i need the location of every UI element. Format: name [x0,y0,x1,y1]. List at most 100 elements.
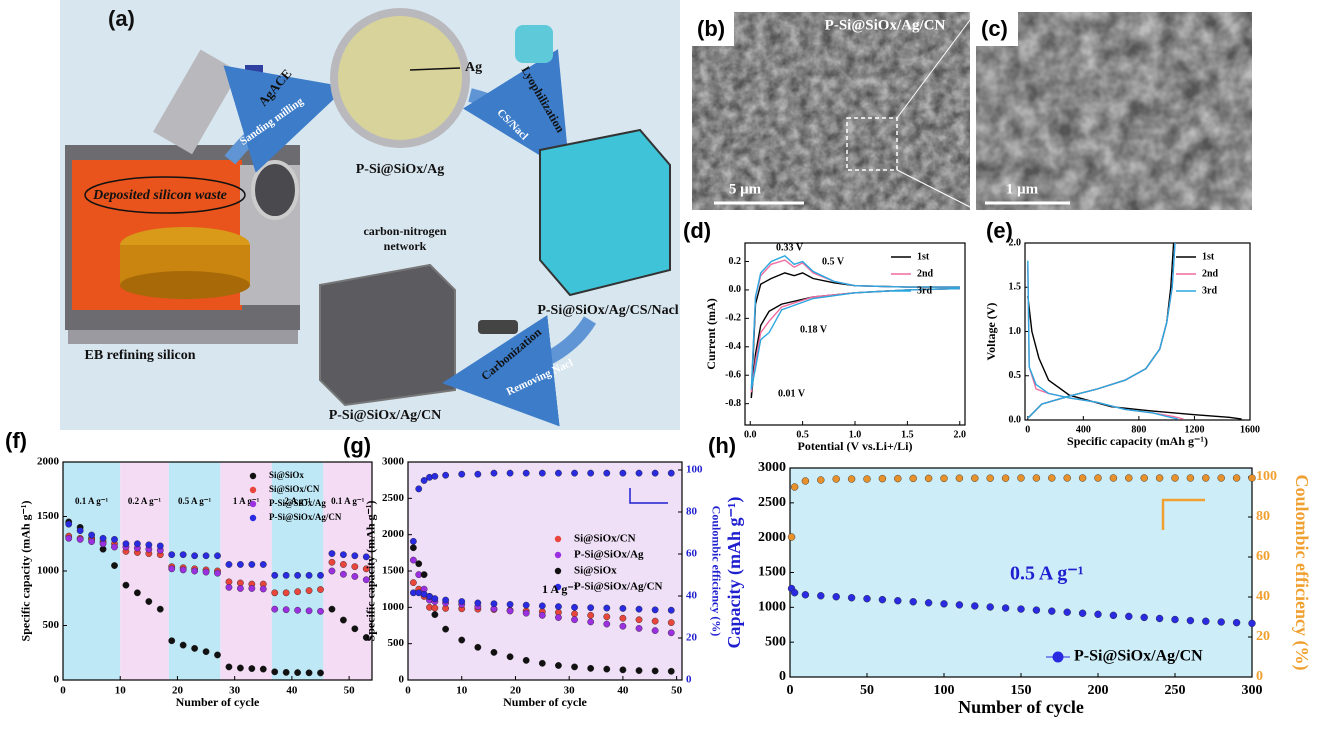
data-point [76,527,84,535]
data-point [538,602,546,610]
y-tick-label: 1500 [758,565,786,580]
data-point [619,469,627,477]
data-point [1248,474,1256,482]
annotation: 0.01 V [778,388,806,399]
plot-background [745,243,965,425]
data-point [1155,614,1164,623]
data-point [587,604,595,612]
y2-tick-label: 20 [686,632,698,644]
x-tick-label: 0.0 [744,429,757,440]
data-point [1202,617,1210,625]
data-point [362,565,370,573]
legend-label: P-Si@SiOx/Ag [269,498,326,508]
data-point [420,571,428,579]
data-point [667,629,675,637]
text: Ag [465,60,482,75]
data-point [305,587,313,595]
data-point [1094,610,1102,618]
legend-label: Si@SiOx [269,470,304,480]
data-point [619,605,627,612]
data-point [587,611,595,619]
data-point [259,561,267,568]
data-point [522,609,530,617]
y-axis-label: Specific capacity (mAh g⁻¹) [18,501,32,642]
data-point [420,477,428,484]
data-point [1202,474,1210,482]
data-point [1186,616,1195,625]
region-label: 0.1 A g⁻¹ [331,496,365,506]
data-point [282,668,290,676]
data-point [305,571,313,579]
y2-tick-label: 60 [1256,549,1270,564]
data-point [294,606,302,614]
schematic: (a) AgACE Sanding milling Ag P-Si@SiOx/A… [60,0,680,430]
data-point [294,588,302,596]
data-point [1186,474,1195,482]
data-point [431,472,439,480]
data-point [99,534,107,542]
x-tick-label: 10 [115,685,127,697]
annotation: 0.5 A g⁻¹ [1010,563,1084,585]
data-point [294,669,302,676]
text: P-Si@SiOx/Ag/CN [329,408,442,423]
x-tick-label: 200 [1088,683,1109,698]
legend-marker [554,567,562,575]
x-tick-label: 50 [344,685,356,697]
data-point [191,552,199,560]
data-point [1217,618,1225,626]
data-point [1094,474,1102,482]
data-point [236,585,244,592]
data-point [362,576,370,584]
data-point [202,648,210,656]
panel-label: (a) [108,6,135,31]
y-tick-label: 0.0 [1009,414,1022,425]
region-label: 0.1 A g⁻¹ [75,496,109,506]
data-point [362,634,370,641]
data-point [133,540,141,548]
region-label: 1 A g⁻¹ [233,496,260,506]
data-point [571,616,578,624]
x-tick-label: 40 [617,685,629,697]
legend-label: 3rd [1202,285,1217,296]
data-point [787,533,796,541]
legend-marker [554,583,562,591]
data-point [474,643,482,651]
data-point [362,553,370,561]
data-point [863,475,871,483]
data-point [1140,613,1148,622]
sem-images: (b) (c) P-Si@SiOx/Ag/CN 5 μm 1 μm [692,11,1252,211]
y-tick-label: 2000 [37,456,60,468]
legend-label: P-Si@SiOx/Ag/CN [269,512,342,522]
data-point [940,600,948,608]
y-tick-label: -0.2 [725,313,741,324]
data-point [259,665,267,673]
x-tick-label: 800 [1131,424,1146,435]
y-tick-label: 2000 [382,528,405,540]
y2-tick-label: 100 [686,464,703,476]
data-point [409,544,417,552]
data-point [587,664,595,672]
data-point [1171,474,1179,482]
data-point [179,551,187,559]
x-tick-label: 50 [860,683,874,698]
x-tick-label: 0 [60,685,66,697]
data-point [603,613,611,621]
data-point [179,566,187,574]
data-point [555,603,562,611]
x-tick-label: 30 [564,685,576,697]
text: carbon-nitrogen [363,224,446,238]
data-point [88,538,96,545]
text: Deposited silicon waste [92,188,227,203]
data-point [1232,618,1241,627]
x-tick-label: 0 [1025,424,1030,435]
x-tick-label: 100 [934,683,955,698]
annotation: 0.5 V [822,256,845,267]
x-tick-label: 300 [1242,683,1263,698]
data-point [847,475,856,483]
data-point [790,589,799,597]
data-point [1078,474,1087,482]
data-point [458,470,466,478]
y2-tick-label: 100 [1256,469,1277,484]
y-tick-label: 0.2 [729,256,742,267]
